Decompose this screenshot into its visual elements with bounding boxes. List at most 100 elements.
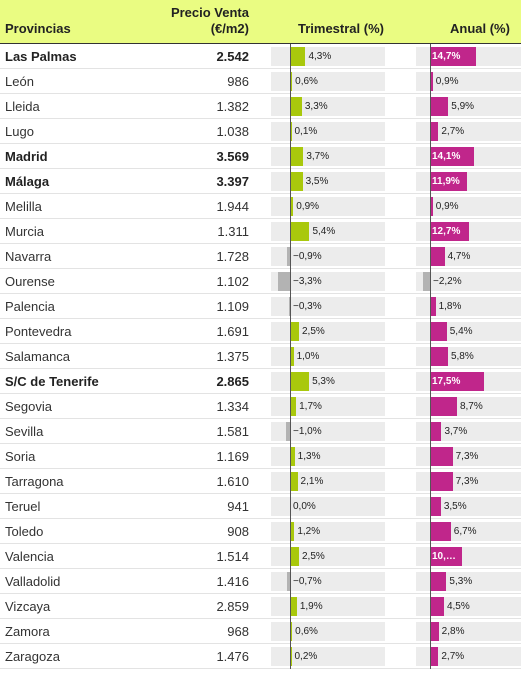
an-label: 2,8% — [441, 626, 465, 637]
precio-value: 1.382 — [216, 99, 249, 114]
provincia-name: Lleida — [5, 99, 40, 114]
provincia-name: Tarragona — [5, 474, 64, 489]
header-trimestral: Trimestral (%) — [298, 21, 384, 36]
tri-label: 0,6% — [295, 76, 318, 87]
trimestral-track — [271, 272, 385, 291]
tri-label: 0,1% — [294, 126, 318, 137]
table-header: Provincias Precio Venta (€/m2) Trimestra… — [0, 0, 521, 44]
precio-value: 1.416 — [216, 574, 249, 589]
table-row: Ourense 1.102 −3,3% −2,2% — [0, 269, 521, 294]
trimestral-track — [271, 547, 385, 566]
trimestral-track — [271, 122, 385, 141]
anual-axis — [430, 44, 431, 69]
an-bar — [430, 347, 448, 366]
an-label: 3,5% — [443, 501, 467, 512]
provincia-name: S/C de Tenerife — [5, 374, 99, 389]
trimestral-track — [271, 472, 385, 491]
an-label: 17,5% — [432, 376, 461, 387]
table-row: Pontevedra 1.691 2,5% 5,4% — [0, 319, 521, 344]
tri-bar — [290, 322, 299, 341]
anual-axis — [430, 169, 431, 194]
an-bar — [430, 397, 457, 416]
anual-axis — [430, 419, 431, 444]
trimestral-axis — [290, 369, 291, 394]
precio-value: 908 — [227, 524, 249, 539]
an-label: 8,7% — [459, 401, 483, 412]
trimestral-track — [271, 597, 385, 616]
provincia-name: Ourense — [5, 274, 55, 289]
tri-bar — [290, 397, 297, 416]
provincia-name: Las Palmas — [5, 49, 77, 64]
table-row: S/C de Tenerife 2.865 5,3% 17,5% — [0, 369, 521, 394]
tri-label: 1,7% — [299, 401, 322, 412]
an-label: 3,7% — [444, 426, 468, 437]
provincia-name: Palencia — [5, 299, 55, 314]
trimestral-axis — [290, 269, 291, 294]
header-precio: Precio Venta (€/m2) — [129, 5, 249, 37]
tri-bar — [287, 572, 290, 591]
an-bar — [430, 572, 447, 591]
tri-label: −0,3% — [293, 301, 322, 312]
tri-bar — [290, 547, 299, 566]
an-label: 14,7% — [432, 51, 461, 62]
anual-track — [416, 422, 521, 441]
tri-bar — [290, 47, 306, 66]
precio-value: 1.728 — [216, 249, 249, 264]
trimestral-track — [271, 622, 385, 641]
trimestral-track — [271, 422, 385, 441]
provincia-name: Zamora — [5, 624, 50, 639]
anual-track — [416, 622, 521, 641]
tri-bar — [290, 197, 294, 216]
trimestral-track — [271, 447, 385, 466]
an-bar — [430, 547, 462, 566]
an-bar — [430, 497, 441, 516]
trimestral-track — [271, 572, 385, 591]
trimestral-track — [271, 347, 385, 366]
precio-value: 2.865 — [216, 374, 249, 389]
trimestral-axis — [290, 344, 291, 369]
tri-label: 1,0% — [296, 351, 320, 362]
an-label: 0,9% — [435, 76, 459, 87]
trimestral-axis — [290, 69, 291, 94]
tri-bar — [290, 372, 310, 391]
an-label: 1,8% — [438, 301, 462, 312]
anual-axis — [430, 119, 431, 144]
precio-value: 1.169 — [216, 449, 249, 464]
an-bar — [430, 472, 453, 491]
trimestral-axis — [290, 419, 291, 444]
tri-label: 0,9% — [296, 201, 320, 212]
table-row: Murcia 1.311 5,4% 12,7% — [0, 219, 521, 244]
table-row: Zamora 968 0,6% 2,8% — [0, 619, 521, 644]
an-label: 5,4% — [449, 326, 473, 337]
an-label: 0,9% — [435, 201, 459, 212]
provincia-name: Segovia — [5, 399, 52, 414]
an-bar — [430, 447, 453, 466]
tri-bar — [290, 597, 297, 616]
tri-bar — [290, 147, 304, 166]
tri-label: 5,3% — [312, 376, 335, 387]
anual-axis — [430, 444, 431, 469]
tri-bar — [286, 422, 290, 441]
precio-value: 2.542 — [216, 49, 249, 64]
tri-label: 1,9% — [299, 601, 323, 612]
tri-bar — [278, 272, 290, 291]
tri-label: −3,3% — [293, 276, 322, 287]
anual-axis — [430, 194, 431, 219]
table-row: Zaragoza 1.476 0,2% 2,7% — [0, 644, 521, 669]
an-bar — [430, 72, 433, 91]
anual-axis — [430, 94, 431, 119]
tri-label: 5,4% — [312, 226, 336, 237]
an-bar — [430, 372, 485, 391]
precio-value: 1.109 — [216, 299, 249, 314]
anual-axis — [430, 269, 431, 294]
header-precio-line1: Precio Venta — [170, 5, 249, 20]
trimestral-axis — [290, 144, 291, 169]
tri-bar — [290, 472, 298, 491]
an-label: 4,7% — [447, 251, 471, 262]
an-label: 7,3% — [455, 476, 479, 487]
trimestral-track — [271, 297, 385, 316]
trimestral-axis — [290, 219, 291, 244]
table-row: Vizcaya 2.859 1,9% 4,5% — [0, 594, 521, 619]
tri-label: −1,0% — [293, 426, 322, 437]
